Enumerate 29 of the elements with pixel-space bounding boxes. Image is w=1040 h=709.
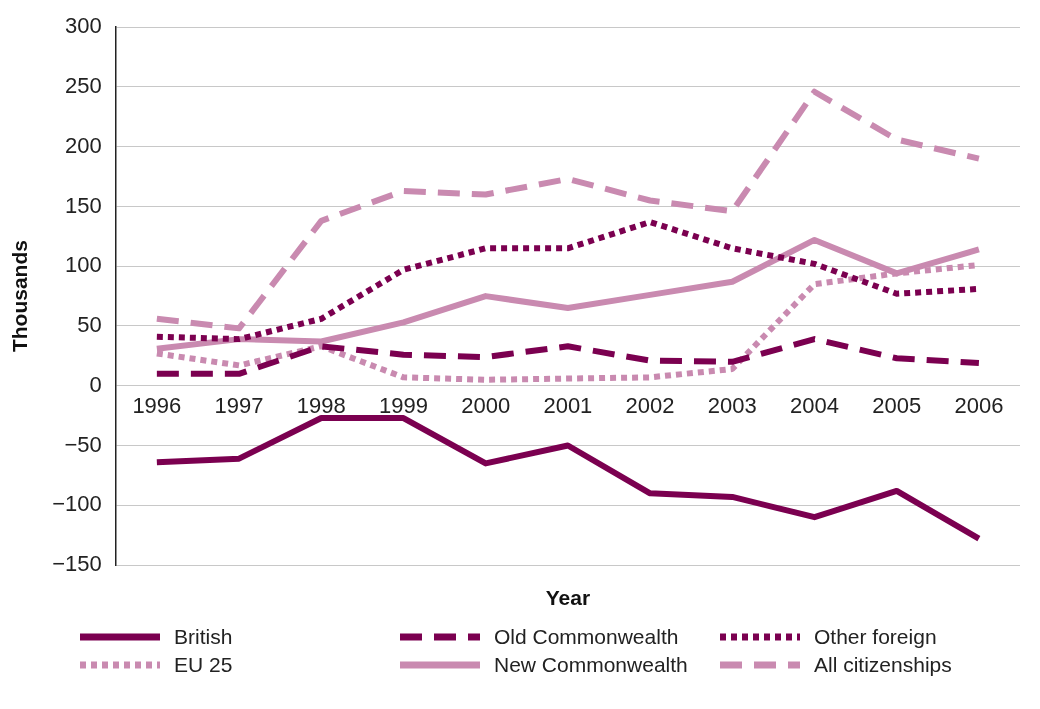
y-tick-label: 250 (65, 73, 102, 99)
x-tick-label: 2001 (543, 393, 593, 418)
y-tick-label: 200 (65, 132, 102, 158)
x-tick-label: 1996 (132, 393, 182, 418)
y-tick-label: 0 (89, 371, 102, 397)
x-tick-label: 2002 (625, 393, 675, 418)
y-tick-label: 50 (77, 312, 102, 338)
legend-label: New Commonwealth (494, 653, 688, 677)
legend-label: Other foreign (814, 625, 937, 649)
x-tick-label: 1997 (214, 393, 264, 418)
x-tick-label: 2000 (461, 393, 511, 418)
legend-label: British (174, 625, 233, 649)
y-axis-title: Thousands (8, 240, 32, 353)
legend-label: EU 25 (174, 653, 233, 677)
y-tick-label: −150 (52, 551, 102, 577)
y-tick-label: −50 (64, 431, 102, 457)
x-tick-label: 2004 (790, 393, 839, 418)
y-tick-label: −100 (52, 491, 102, 517)
x-axis-title: Year (545, 586, 591, 610)
x-tick-label: 2005 (872, 393, 922, 418)
legend-label: Old Commonwealth (494, 625, 679, 649)
x-tick-label: 1999 (378, 393, 428, 418)
x-tick-label: 2003 (707, 393, 757, 418)
y-tick-label: 100 (65, 252, 102, 278)
y-tick-label: 150 (65, 192, 102, 218)
legend-label: All citizenships (814, 653, 952, 677)
y-tick-label: 300 (65, 13, 102, 39)
x-tick-label: 1998 (296, 393, 346, 418)
x-tick-label: 2006 (954, 393, 1004, 418)
